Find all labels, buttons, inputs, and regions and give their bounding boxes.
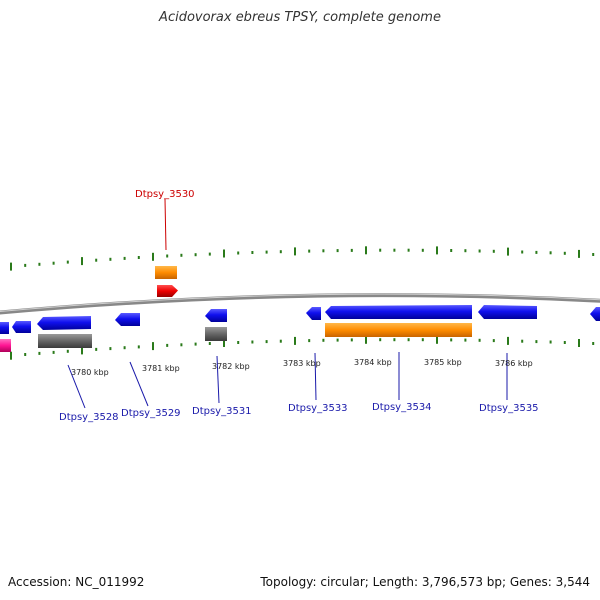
- upper-tick-row: [10, 246, 595, 271]
- cds-arrow-3527[interactable]: [12, 321, 31, 333]
- leader-3529: [129, 361, 149, 407]
- leader-3528: [67, 364, 86, 409]
- cds-arrow-right-edge[interactable]: [590, 307, 600, 321]
- cds-arrow-3531[interactable]: [205, 309, 227, 322]
- gene-label-3530[interactable]: Dtpsy_3530: [135, 189, 195, 200]
- genome-backbone: [0, 293, 600, 315]
- genome-backbone-highlight: [0, 293, 600, 313]
- accession-text: Accession: NC_011992: [8, 575, 145, 589]
- pseudo-gene-3531[interactable]: [205, 327, 227, 341]
- pseudo-gene-3528[interactable]: [38, 334, 92, 348]
- cds-arrow-3529[interactable]: [115, 313, 140, 326]
- gene-label-3535[interactable]: Dtpsy_3535: [479, 403, 539, 414]
- gene-label-3529[interactable]: Dtpsy_3529: [121, 408, 181, 419]
- other-feature-edge[interactable]: [0, 339, 11, 352]
- kbp-label-3781: 3781 kbp: [142, 364, 180, 373]
- kbp-label-3785: 3785 kbp: [424, 358, 462, 367]
- cds-arrow-left-edge[interactable]: [0, 322, 9, 334]
- kbp-label-3784: 3784 kbp: [354, 358, 392, 367]
- leader-3530: [164, 198, 167, 251]
- kbp-label-3780: 3780 kbp: [71, 368, 109, 377]
- kbp-label-3783: 3783 kbp: [283, 359, 321, 368]
- lower-tick-row: [10, 335, 595, 360]
- gene-label-3534[interactable]: Dtpsy_3534: [372, 402, 432, 413]
- kbp-label-3786: 3786 kbp: [495, 359, 533, 368]
- gene-feature-3534[interactable]: [325, 323, 472, 337]
- cds-arrow-3535[interactable]: [478, 305, 537, 319]
- gene-feature-3530[interactable]: [155, 266, 177, 279]
- gene-label-3528[interactable]: Dtpsy_3528: [59, 412, 119, 423]
- cds-arrow-3533[interactable]: [306, 307, 321, 320]
- gene-label-3531[interactable]: Dtpsy_3531: [192, 406, 252, 417]
- kbp-label-3782: 3782 kbp: [212, 362, 250, 371]
- cds-arrow-3534[interactable]: [325, 305, 472, 319]
- gene-label-3533[interactable]: Dtpsy_3533: [288, 403, 348, 414]
- topology-text: Topology: circular; Length: 3,796,573 bp…: [260, 575, 590, 589]
- rna-gene-3530[interactable]: [157, 285, 178, 297]
- map-title: Acidovorax ebreus TPSY, complete genome: [159, 10, 441, 25]
- leader-3533: [314, 352, 317, 401]
- cds-arrow-3528[interactable]: [37, 316, 91, 330]
- leader-3531: [216, 355, 220, 404]
